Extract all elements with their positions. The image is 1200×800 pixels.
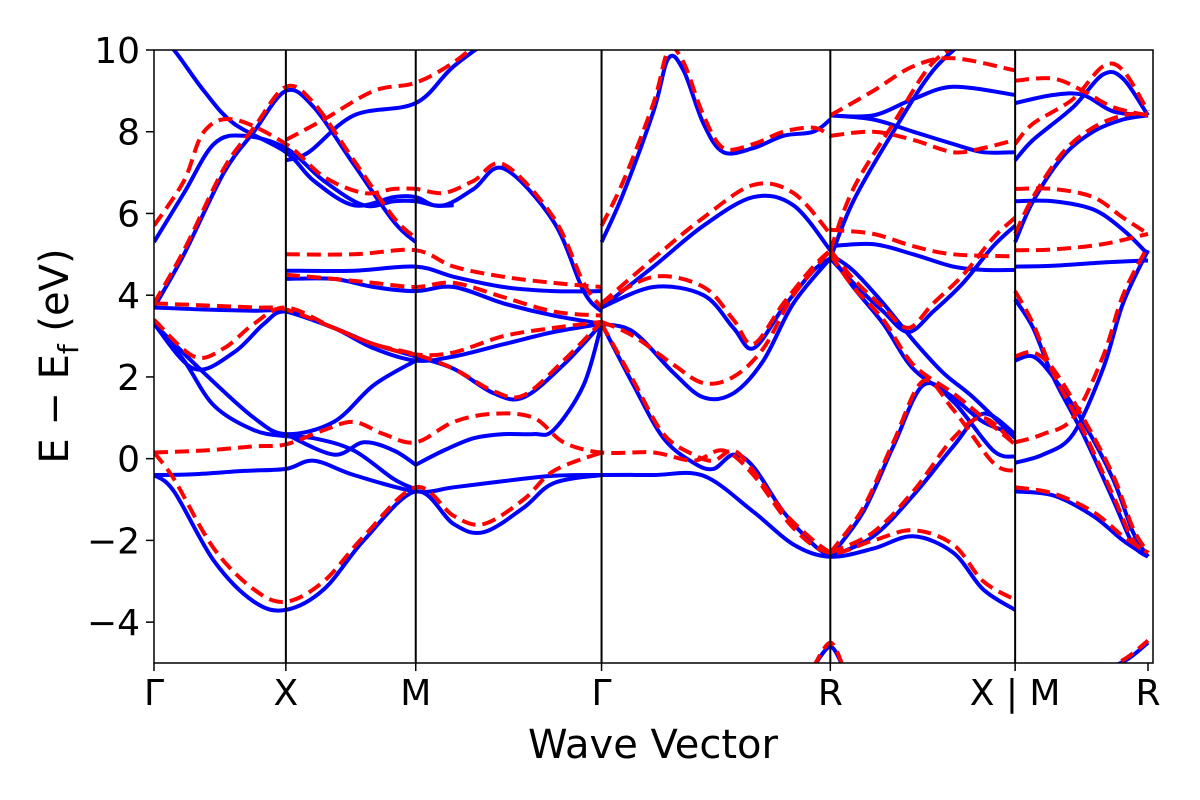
y-axis-title: E − Ef (eV) xyxy=(32,248,85,463)
x-axis-ticks: Γ X M Γ R X | M R xyxy=(144,663,1161,714)
band-line-dashed xyxy=(154,411,1017,602)
y-tick-label: 10 xyxy=(94,31,140,72)
band-line-solid xyxy=(154,473,602,613)
band-line-dashed xyxy=(154,117,604,309)
y-tick-label: 2 xyxy=(117,358,140,399)
band-line-dashed xyxy=(154,301,604,400)
band-line-solid xyxy=(154,87,418,309)
band-line-solid xyxy=(285,50,479,163)
band-line-solid xyxy=(828,380,1016,558)
band-line-dashed xyxy=(599,50,832,227)
band-line-dashed xyxy=(1013,290,1150,555)
band-line-solid xyxy=(599,322,832,559)
y-tick-label: 0 xyxy=(117,440,140,481)
band-line-solid xyxy=(828,224,1017,334)
band-line-dashed xyxy=(1013,61,1150,146)
x-tick-label: R xyxy=(818,673,843,714)
band-line-dashed xyxy=(829,415,1017,555)
band-line-dashed xyxy=(1014,245,1150,445)
band-line-solid xyxy=(1013,69,1150,162)
band-line-solid xyxy=(154,133,604,313)
x-tick-label: Γ xyxy=(592,673,612,714)
y-tick-label: 4 xyxy=(117,276,140,317)
band-line-dashed xyxy=(599,322,832,555)
y-tick-label: −4 xyxy=(87,603,140,644)
band-line-dashed xyxy=(828,378,1016,554)
band-line-dashed xyxy=(1015,231,1149,253)
plot-frame xyxy=(153,49,1154,664)
x-tick-label: M xyxy=(400,673,431,714)
band-line-dashed xyxy=(285,247,602,289)
band-line-solid xyxy=(414,323,604,467)
y-axis-ticks: −4 −2 0 2 4 6 8 10 xyxy=(87,31,154,644)
band-line-solid xyxy=(171,50,454,208)
band-line-solid xyxy=(599,53,832,243)
band-line-dashed xyxy=(1014,485,1150,555)
y-tick-label: 6 xyxy=(117,194,140,235)
high-symmetry-lines xyxy=(284,50,1017,663)
band-line-dashed xyxy=(828,253,1017,446)
band-line-solid xyxy=(1014,489,1150,559)
y-axis-title-unit: (eV) xyxy=(32,248,78,344)
band-line-solid xyxy=(828,253,1016,436)
band-line-solid xyxy=(830,241,1016,273)
x-tick-label: Γ xyxy=(144,673,164,714)
band-line-dashed xyxy=(154,450,603,604)
band-line-solid xyxy=(1014,353,1150,558)
band-line-solid xyxy=(828,50,957,260)
band-line-solid xyxy=(285,432,417,467)
x-tick-label: X xyxy=(274,673,299,714)
x-tick-label: R xyxy=(1135,673,1160,714)
band-line-solid xyxy=(154,309,602,372)
band-line-solid xyxy=(829,252,1017,440)
band-line-dashed xyxy=(600,181,832,305)
band-line-dashed xyxy=(1015,186,1150,236)
y-tick-label: −2 xyxy=(87,521,140,562)
band-line-solid xyxy=(830,113,1016,155)
x-axis-title: Wave Vector xyxy=(528,722,779,768)
band-line-dashed xyxy=(600,248,832,386)
band-line-dashed xyxy=(1113,638,1150,663)
band-line-dashed xyxy=(828,216,1017,330)
y-axis-title-main: E − E xyxy=(32,354,78,464)
band-line-dashed xyxy=(830,129,1016,155)
band-line-dashed xyxy=(830,227,1016,259)
band-line-solid xyxy=(600,193,832,310)
band-line-solid xyxy=(285,264,602,294)
y-axis-title-subscript: f xyxy=(52,343,85,354)
band-line-dashed xyxy=(285,272,602,318)
band-line-dashed xyxy=(284,50,473,142)
band-line-solid xyxy=(285,276,602,326)
band-line-solid xyxy=(1014,249,1150,465)
band-line-dashed xyxy=(600,248,832,347)
band-line-solid xyxy=(829,411,1017,559)
y-tick-label: 8 xyxy=(117,113,140,154)
x-tick-label: X | M xyxy=(970,673,1061,714)
band-line-solid xyxy=(1013,113,1149,243)
band-line-dashed xyxy=(1013,111,1149,235)
band-line-dashed xyxy=(829,56,1016,118)
band-line-solid xyxy=(1015,258,1149,269)
band-line-dashed xyxy=(1014,349,1150,554)
band-lines-layer xyxy=(154,50,1150,663)
band-line-dashed xyxy=(154,305,602,361)
band-line-solid xyxy=(601,257,832,402)
